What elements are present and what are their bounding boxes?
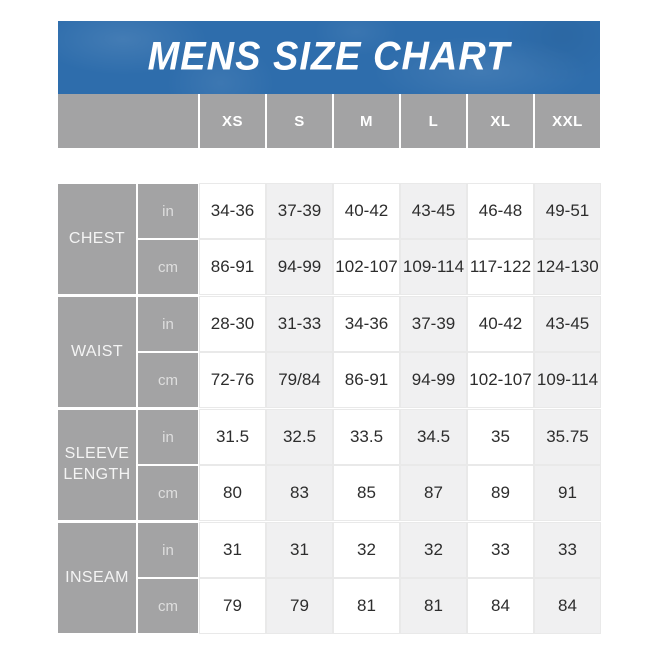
- size-column-header-l: L: [401, 94, 466, 148]
- unit-label: cm: [138, 353, 198, 407]
- size-value-cell: 35: [468, 410, 533, 464]
- size-value-cell: 33: [468, 523, 533, 577]
- chart-banner: MENS SIZE CHART: [58, 21, 600, 94]
- section-inseam: INSEAM in 31 31 32 32 33 33 cm 79 79 81 81 84 84: [58, 523, 600, 633]
- size-value-cell: 40-42: [468, 297, 533, 351]
- size-column-header-xs: XS: [200, 94, 265, 148]
- size-value-cell: 84: [535, 579, 600, 633]
- size-value-cell: 37-39: [401, 297, 466, 351]
- size-value-cell: 31: [200, 523, 265, 577]
- size-value-cell: 49-51: [535, 184, 600, 238]
- size-value-cell: 79: [267, 579, 332, 633]
- table-body: CHEST in 34-36 37-39 40-42 43-45 46-48 49-51 cm 8…: [58, 184, 600, 633]
- size-value-cell: 33: [535, 523, 600, 577]
- unit-label: cm: [138, 579, 198, 633]
- unit-label: in: [138, 410, 198, 464]
- size-header-row: XS S M L XL XXL: [58, 94, 600, 148]
- section-waist: WAIST in 28-30 31-33 34-36 37-39 40-42 43-45 cm 7…: [58, 297, 600, 407]
- size-value-cell: 86-91: [200, 240, 265, 294]
- size-value-cell: 94-99: [267, 240, 332, 294]
- size-value-cell: 37-39: [267, 184, 332, 238]
- size-value-cell: 81: [334, 579, 399, 633]
- size-value-cell: 32: [401, 523, 466, 577]
- size-value-cell: 102-107: [468, 353, 533, 407]
- size-value-cell: 85: [334, 466, 399, 520]
- size-column-header-xxl: XXL: [535, 94, 600, 148]
- size-column-header-s: S: [267, 94, 332, 148]
- size-value-cell: 89: [468, 466, 533, 520]
- measurement-label: INSEAM: [58, 523, 136, 633]
- size-value-cell: 34-36: [200, 184, 265, 238]
- size-value-cell: 87: [401, 466, 466, 520]
- size-value-cell: 31: [267, 523, 332, 577]
- size-value-cell: 43-45: [401, 184, 466, 238]
- size-value-cell: 35.75: [535, 410, 600, 464]
- size-value-cell: 79/84: [267, 353, 332, 407]
- mens-size-chart: MENS SIZE CHART XS S M L XL XXL CHEST in 34-36 3…: [58, 21, 600, 633]
- size-value-cell: 34.5: [401, 410, 466, 464]
- unit-label: cm: [138, 240, 198, 294]
- size-value-cell: 102-107: [334, 240, 399, 294]
- unit-label: cm: [138, 466, 198, 520]
- size-value-cell: 32.5: [267, 410, 332, 464]
- size-value-cell: 32: [334, 523, 399, 577]
- section-sleeve-length: SLEEVE LENGTH in 31.5 32.5 33.5 34.5 35 35.75 cm…: [58, 410, 600, 520]
- unit-label: in: [138, 184, 198, 238]
- size-value-cell: 46-48: [468, 184, 533, 238]
- size-value-cell: 79: [200, 579, 265, 633]
- size-value-cell: 72-76: [200, 353, 265, 407]
- size-column-header-m: M: [334, 94, 399, 148]
- size-value-cell: 91: [535, 466, 600, 520]
- unit-label: in: [138, 297, 198, 351]
- size-value-cell: 33.5: [334, 410, 399, 464]
- size-value-cell: 124-130: [535, 240, 600, 294]
- size-value-cell: 117-122: [468, 240, 533, 294]
- size-value-cell: 80: [200, 466, 265, 520]
- size-value-cell: 94-99: [401, 353, 466, 407]
- size-value-cell: 31.5: [200, 410, 265, 464]
- size-value-cell: 109-114: [535, 353, 600, 407]
- size-value-cell: 84: [468, 579, 533, 633]
- size-value-cell: 86-91: [334, 353, 399, 407]
- section-chest: CHEST in 34-36 37-39 40-42 43-45 46-48 49-51 cm 8…: [58, 184, 600, 294]
- table-corner-cell: [58, 94, 198, 148]
- size-value-cell: 28-30: [200, 297, 265, 351]
- unit-label: in: [138, 523, 198, 577]
- size-column-header-xl: XL: [468, 94, 533, 148]
- size-value-cell: 43-45: [535, 297, 600, 351]
- measurement-label: SLEEVE LENGTH: [58, 410, 136, 520]
- size-value-cell: 109-114: [401, 240, 466, 294]
- measurement-label: CHEST: [58, 184, 136, 294]
- measurement-label: WAIST: [58, 297, 136, 407]
- page-title: MENS SIZE CHART: [147, 35, 511, 79]
- size-value-cell: 31-33: [267, 297, 332, 351]
- size-value-cell: 83: [267, 466, 332, 520]
- size-value-cell: 34-36: [334, 297, 399, 351]
- size-value-cell: 40-42: [334, 184, 399, 238]
- size-value-cell: 81: [401, 579, 466, 633]
